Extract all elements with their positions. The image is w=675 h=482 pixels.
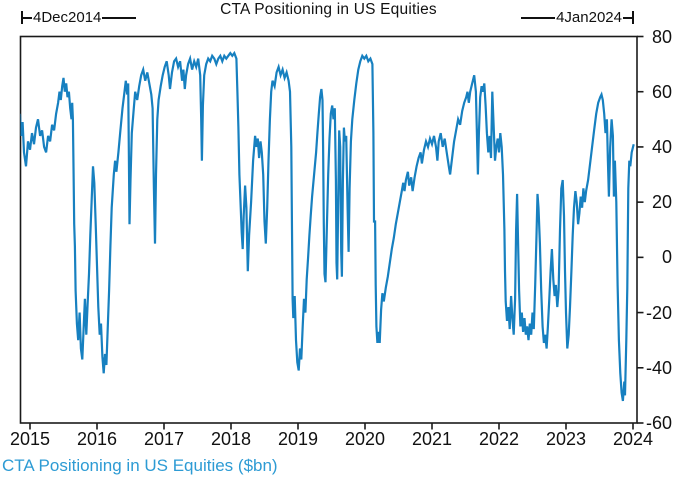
start-date-annotation: 4Dec2014	[21, 9, 137, 26]
start-bracket-icon	[21, 11, 23, 24]
x-tick-label: 2015	[9, 429, 51, 449]
start-bracket-line	[23, 16, 32, 19]
x-tick-label: 2017	[143, 429, 185, 449]
x-tick-label: 2023	[545, 429, 587, 449]
x-tick-label: 2022	[478, 429, 520, 449]
y-tick-label: 0	[661, 247, 672, 268]
start-dash-line	[102, 16, 137, 19]
chart-title: CTA Positioning in US Equities	[220, 1, 437, 18]
x-tick-label: 2016	[76, 429, 118, 449]
y-tick-label: 60	[651, 81, 672, 102]
y-tick-label: 80	[651, 26, 672, 47]
end-date-label: 4Jan2024	[556, 9, 622, 26]
end-bracket-icon	[632, 11, 634, 24]
end-date-annotation: 4Jan2024	[521, 9, 634, 26]
x-tick-label: 2021	[411, 429, 453, 449]
start-date-label: 4Dec2014	[33, 9, 102, 26]
plot-box	[19, 35, 638, 424]
y-tick-label: -20	[645, 302, 672, 323]
x-tick-label: 2018	[210, 429, 252, 449]
x-tick-label: 2024	[612, 429, 654, 449]
y-tick-label: -60	[645, 413, 672, 433]
chart-caption: CTA Positioning in US Equities ($bn)	[2, 456, 278, 475]
series-line	[20, 50, 635, 402]
y-tick-label: 20	[651, 192, 672, 213]
x-tick-label: 2020	[344, 429, 386, 449]
end-dash-line	[521, 16, 556, 19]
x-tick-label: 2019	[277, 429, 319, 449]
y-tick-label: 40	[651, 136, 672, 157]
y-tick-label: -40	[645, 357, 672, 378]
end-bracket-line	[623, 16, 632, 19]
